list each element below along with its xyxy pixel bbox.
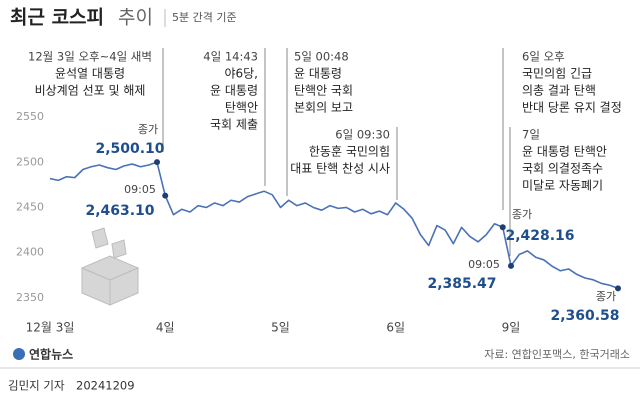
point-note: 종가 [512,208,532,221]
value-label: 2,500.10 [95,141,164,157]
annotation-text: 윤석열 대통령 [55,67,125,81]
value-label: 2,463.10 [85,203,154,219]
marked-point [162,192,169,199]
y-tick-label: 2400 [16,246,44,259]
annotation-text: 윤 대통령 [210,84,258,98]
annotation-time: 6일 09:30 [335,128,390,142]
annotation-time: 7일 [522,128,540,142]
annotation-text: 비상계엄 선포 및 해제 [35,84,146,98]
logo: 연합뉴스 [29,347,73,362]
source: 자료: 연합인포맥스, 한국거래소 [484,348,630,361]
point-note: 종가 [138,123,158,136]
annotation-time: 12월 3일 오후~4일 새벽 [28,50,152,64]
annotation-text: 대표 탄핵 찬성 시사 [290,161,390,176]
x-tick-label: 12월 3일 [26,321,75,335]
annotation-time: 4일 14:43 [203,50,258,64]
price-line [49,161,619,290]
point-note: 09:05 [468,258,500,271]
y-tick-label: 2350 [16,291,44,304]
y-tick-label: 2450 [16,200,44,213]
subtitle: 5분 간격 기준 [172,11,237,24]
annotation-text: 야6당, [224,67,258,81]
x-tick-label: 9일 [502,321,521,335]
annotation-text: 탄핵안 국회 [294,84,353,98]
x-tick-label: 5일 [271,321,290,335]
chart-title: 최근 코스피 [10,7,104,29]
annotation-time: 6일 오후 [522,50,565,64]
annotation-text: 미달로 자동폐기 [522,179,603,193]
logo-icon [13,348,25,360]
point-note: 09:05 [124,183,156,196]
chart-title-suffix: 추이 [118,7,153,29]
marked-point [154,159,161,166]
annotation-text: 본회의 보고 [294,101,353,115]
box-icon [80,227,140,306]
x-tick-label: 4일 [156,321,175,335]
annotation-text: 국민의힘 긴급 [522,67,592,81]
y-tick-label: 2550 [16,110,44,123]
y-tick-label: 2500 [16,155,44,168]
marked-point [615,285,621,292]
value-label: 2,428.16 [505,228,574,244]
x-tick-label: 6일 [386,321,405,335]
marked-point [507,262,514,269]
point-note: 종가 [596,290,616,303]
annotation-text: 탄핵안 [225,101,258,115]
value-label: 2,360.58 [550,308,619,324]
annotation-text: 국회 의결정족수 [522,162,603,176]
annotation-text: 국회 제출 [210,118,258,132]
marked-point [499,224,506,231]
annotation-text: 윤 대통령 [294,67,342,81]
annotation-text: 의총 결과 탄핵 [522,84,596,98]
annotation-text: 윤 대통령 탄핵안 [522,145,607,159]
byline: 김민지 기자 [8,379,65,393]
value-label: 2,385.47 [427,276,496,292]
annotation-text: 한동훈 국민의힘 [309,145,390,159]
annotation-time: 5일 00:48 [294,50,349,64]
date: 20241209 [76,379,135,393]
annotation-text: 반대 당론 유지 결정 [522,101,622,115]
